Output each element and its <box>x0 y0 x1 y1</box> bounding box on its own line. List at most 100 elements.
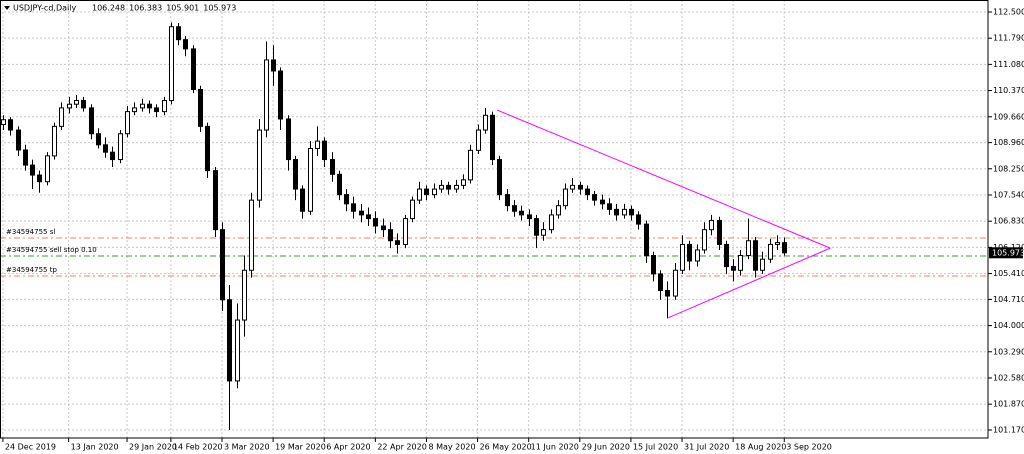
candle-body <box>241 269 248 321</box>
candle-body <box>102 144 109 153</box>
candle-body <box>372 218 379 227</box>
x-tick-label: 13 Jan 2020 <box>71 443 119 452</box>
candle-body <box>774 242 781 245</box>
candle-body <box>664 290 671 297</box>
candle-body <box>263 59 270 131</box>
candle-body <box>460 179 467 186</box>
candle-body <box>445 184 452 190</box>
x-tick-label: 26 May 2020 <box>480 443 532 452</box>
trendline <box>497 109 831 249</box>
candle-body <box>475 129 482 151</box>
header-value: 106.248 <box>92 4 125 13</box>
candle-body <box>562 188 569 207</box>
y-tick-label: 102.580 <box>993 373 1024 382</box>
candle-body <box>7 119 14 131</box>
candle-body <box>139 103 146 109</box>
candle-body <box>752 240 759 271</box>
candle-body <box>716 219 723 245</box>
candle-body <box>358 210 365 216</box>
candle-body <box>277 70 284 120</box>
x-tick-label: 14 Feb 2020 <box>173 443 223 452</box>
candle-body <box>387 229 394 242</box>
candle-body <box>88 107 95 135</box>
trendline <box>667 247 831 319</box>
candle-body <box>285 118 292 161</box>
candle-body <box>679 243 686 271</box>
x-tick-label: 31 Jul 2020 <box>684 443 729 452</box>
candle-body <box>73 100 80 105</box>
y-tick-label: 107.540 <box>993 190 1024 199</box>
candle-body <box>168 26 175 102</box>
plot-frame <box>0 0 989 439</box>
candle-body <box>540 229 547 236</box>
candle-body <box>621 208 628 216</box>
candle-body <box>0 119 7 126</box>
candle-body <box>161 100 168 113</box>
candle-body <box>672 269 679 297</box>
candle-body <box>299 188 306 212</box>
candle-body <box>321 140 328 161</box>
candle-body <box>416 188 423 201</box>
candle-body <box>292 159 299 190</box>
candle-body <box>599 199 606 205</box>
candle-body <box>350 203 357 212</box>
candle-body <box>533 218 540 236</box>
candle-body <box>336 173 343 196</box>
candle-body <box>781 242 788 254</box>
candle-body <box>95 133 102 146</box>
candle-body <box>197 88 204 127</box>
x-tick-label: 3 Sep 2020 <box>786 443 832 452</box>
y-tick-label: 105.410 <box>993 269 1024 278</box>
candle-body <box>694 249 701 262</box>
candle-body <box>343 194 350 205</box>
candle-body <box>438 184 445 190</box>
candle-body <box>767 243 774 260</box>
x-tick-label: 11 Jun 2020 <box>531 443 579 452</box>
y-tick-label: 108.960 <box>993 138 1024 147</box>
x-tick-label: 29 Jun 2020 <box>582 443 630 452</box>
header-values: 106.248 106.383 105.901 105.973 <box>92 4 236 13</box>
y-tick-label: 112.500 <box>993 7 1024 16</box>
header-value: 105.973 <box>203 4 236 13</box>
candle-body <box>643 223 650 256</box>
candle-body <box>402 218 409 245</box>
candle-body <box>409 199 416 220</box>
candle-body <box>737 254 744 271</box>
candle-body <box>270 59 277 72</box>
candle-body <box>591 194 598 201</box>
x-tick-label: 3 Mar 2020 <box>224 443 270 452</box>
candle-body <box>650 254 657 275</box>
candle-body <box>329 159 336 175</box>
y-tick-label: 101.870 <box>993 400 1024 409</box>
candle-body <box>256 129 263 201</box>
axes: 112.500 111.790 111.080 110.370 109.660 108.9… <box>2 7 1024 452</box>
x-tick-label: 29 Jan 2020 <box>129 443 177 452</box>
x-tick-label: 24 Dec 2019 <box>5 443 56 452</box>
y-tick-label: 111.080 <box>993 60 1024 69</box>
candle-body <box>380 225 387 231</box>
candle-body <box>58 107 65 127</box>
candle-body <box>496 159 503 196</box>
menu-arrow[interactable] <box>4 6 10 10</box>
candle-body <box>109 151 116 161</box>
candle-body <box>431 188 438 196</box>
candle-body <box>423 188 430 196</box>
candle-body <box>584 188 591 196</box>
price-label: 105.973 <box>992 248 1024 257</box>
candle-body <box>569 184 576 190</box>
x-tick-label: 8 May 2020 <box>428 443 475 452</box>
candle-body <box>723 243 730 268</box>
candle-body <box>548 214 555 231</box>
candle-body <box>248 199 255 271</box>
candle-body <box>80 100 87 109</box>
candle-body <box>482 114 489 131</box>
y-tick-label: 108.250 <box>993 164 1024 173</box>
candle-body <box>226 299 233 382</box>
symbol-title: USDJPY-cd,Daily <box>13 4 76 13</box>
candle-body <box>606 203 613 210</box>
y-tick-label: 103.290 <box>993 347 1024 356</box>
order-lines: #34594755 sl #34594755 sell stop 0.10 #345… <box>0 228 988 277</box>
order-label: #34594755 tp <box>6 266 57 274</box>
